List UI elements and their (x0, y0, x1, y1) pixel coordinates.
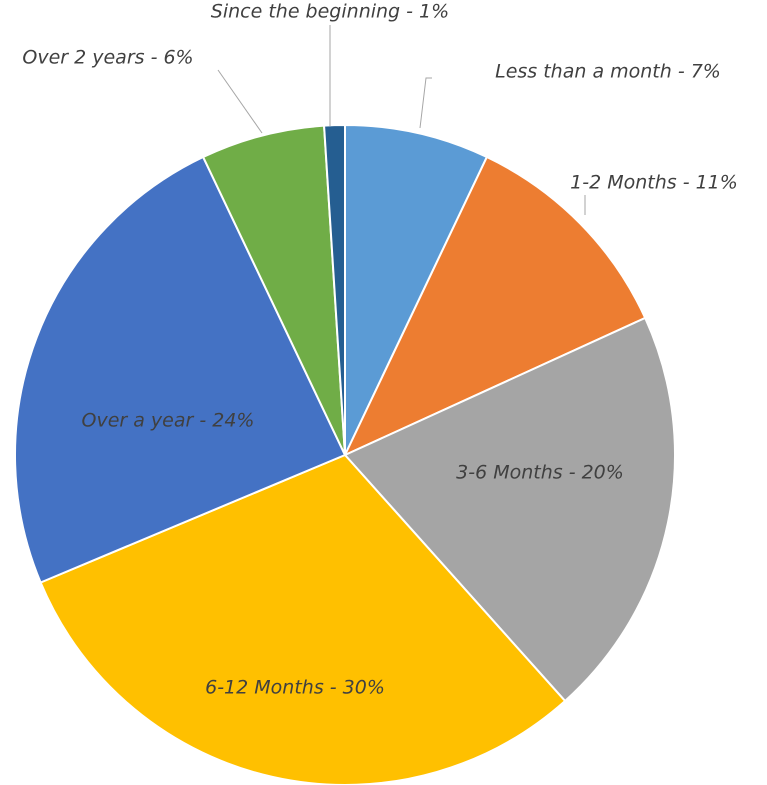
pie-slice (343, 316, 676, 703)
data-label: 6-12 Months - 30% (205, 677, 385, 699)
pie-slice (342, 155, 647, 458)
pie-slice (14, 155, 347, 584)
data-label: Over a year - 24% (82, 410, 255, 432)
pie-slice (323, 123, 346, 456)
data-label: Over 2 years - 6% (22, 47, 193, 69)
data-label: Since the beginning - 1% (211, 1, 449, 23)
pie-slice (201, 124, 346, 456)
leader-line (217, 69, 263, 134)
leader-line (419, 77, 432, 129)
data-label: 3-6 Months - 20% (456, 462, 624, 484)
data-label: Less than a month - 7% (495, 61, 721, 83)
pie-slice (39, 453, 567, 785)
data-label: 1-2 Months - 11% (570, 172, 738, 194)
pie-slice (344, 123, 489, 456)
